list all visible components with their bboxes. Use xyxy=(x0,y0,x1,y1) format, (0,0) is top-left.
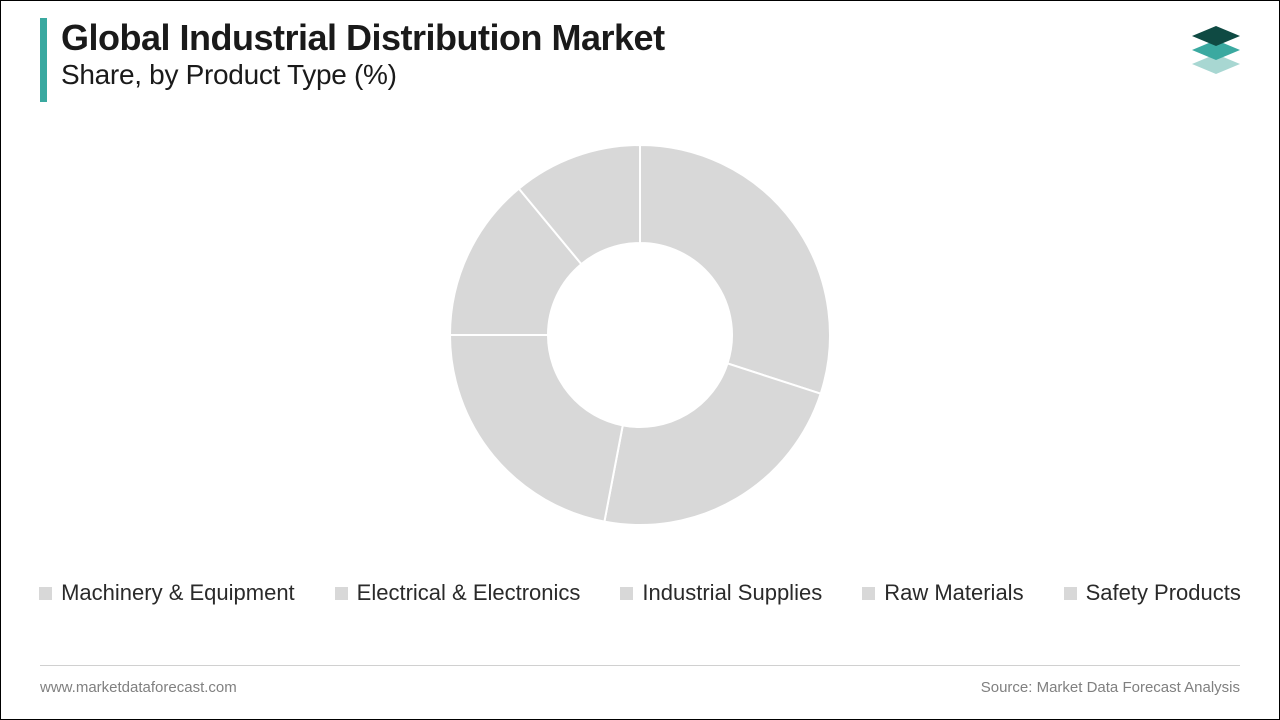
donut-slice xyxy=(640,145,830,394)
accent-bar xyxy=(40,18,47,102)
donut-chart xyxy=(0,120,1280,550)
footer-url: www.marketdataforecast.com xyxy=(40,679,237,696)
donut-slice xyxy=(450,335,623,522)
header: Global Industrial Distribution Market Sh… xyxy=(40,18,1240,102)
legend-swatch-icon xyxy=(39,587,52,600)
legend-item: Raw Materials xyxy=(862,580,1023,606)
legend-label: Safety Products xyxy=(1086,580,1241,606)
legend-swatch-icon xyxy=(335,587,348,600)
logo-layer-top xyxy=(1192,26,1240,46)
legend-swatch-icon xyxy=(1064,587,1077,600)
footer-rule xyxy=(40,665,1240,666)
footer-source: Source: Market Data Forecast Analysis xyxy=(981,679,1240,696)
legend-swatch-icon xyxy=(620,587,633,600)
legend-label: Raw Materials xyxy=(884,580,1023,606)
donut-slice xyxy=(604,363,820,525)
footer: www.marketdataforecast.com Source: Marke… xyxy=(40,679,1240,696)
legend-item: Industrial Supplies xyxy=(620,580,822,606)
legend-item: Machinery & Equipment xyxy=(39,580,295,606)
legend-item: Safety Products xyxy=(1064,580,1241,606)
legend-swatch-icon xyxy=(862,587,875,600)
title-block: Global Industrial Distribution Market Sh… xyxy=(61,18,665,91)
legend-label: Machinery & Equipment xyxy=(61,580,295,606)
page-subtitle: Share, by Product Type (%) xyxy=(61,58,665,92)
page-title: Global Industrial Distribution Market xyxy=(61,18,665,58)
legend-label: Electrical & Electronics xyxy=(357,580,581,606)
chart-legend: Machinery & Equipment Electrical & Electr… xyxy=(0,580,1280,606)
legend-item: Electrical & Electronics xyxy=(335,580,581,606)
brand-logo-icon xyxy=(1182,18,1250,83)
legend-label: Industrial Supplies xyxy=(642,580,822,606)
